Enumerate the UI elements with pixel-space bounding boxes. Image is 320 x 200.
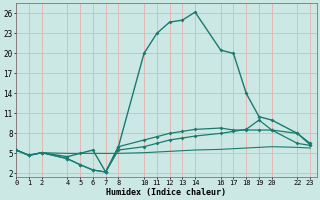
X-axis label: Humidex (Indice chaleur): Humidex (Indice chaleur) xyxy=(106,188,226,197)
